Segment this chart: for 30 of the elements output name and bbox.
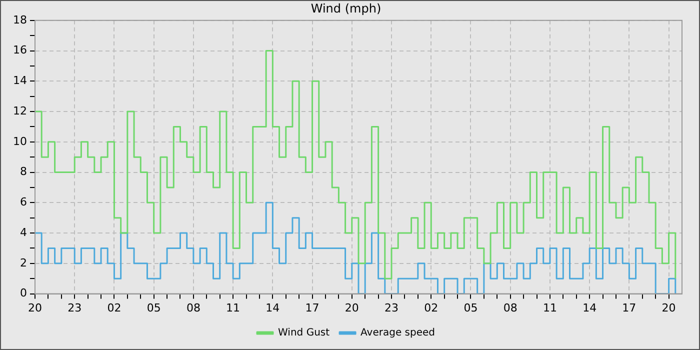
y-tick-label: 18 <box>12 13 27 26</box>
y-tick-label: 8 <box>20 165 27 178</box>
legend-label: Wind Gust <box>278 328 330 339</box>
y-tick-label: 16 <box>12 44 27 57</box>
x-tick-label: 05 <box>464 301 478 314</box>
x-tick-label: 14 <box>266 301 280 314</box>
y-tick-label: 0 <box>20 286 27 300</box>
x-tick-label: 20 <box>662 301 676 314</box>
y-tick-label: 14 <box>12 74 27 88</box>
y-tick-label: 2 <box>20 256 27 270</box>
x-tick-label: 14 <box>582 301 597 314</box>
y-tick-label: 12 <box>12 104 27 118</box>
y-tick-label: 6 <box>20 196 27 209</box>
x-tick-label: 05 <box>146 301 161 314</box>
x-tick-label: 08 <box>186 301 200 314</box>
x-tick-label: 17 <box>622 301 636 314</box>
y-tick-label: 10 <box>12 134 27 148</box>
x-tick-label: 02 <box>107 301 122 314</box>
x-tick-label: 20 <box>28 301 42 314</box>
x-tick-label: 11 <box>226 301 240 314</box>
y-tick-label: 4 <box>20 226 27 239</box>
x-tick-label: 11 <box>542 301 557 314</box>
x-tick-label: 20 <box>344 301 359 314</box>
x-tick-label: 23 <box>68 301 82 314</box>
x-tick-label: 23 <box>384 301 399 314</box>
x-tick-label: 17 <box>305 301 320 314</box>
chart-title: Wind (mph) <box>310 1 382 16</box>
x-tick-label: 08 <box>503 301 518 314</box>
x-tick-label: 02 <box>424 301 438 314</box>
legend-label: Average speed <box>360 328 435 339</box>
